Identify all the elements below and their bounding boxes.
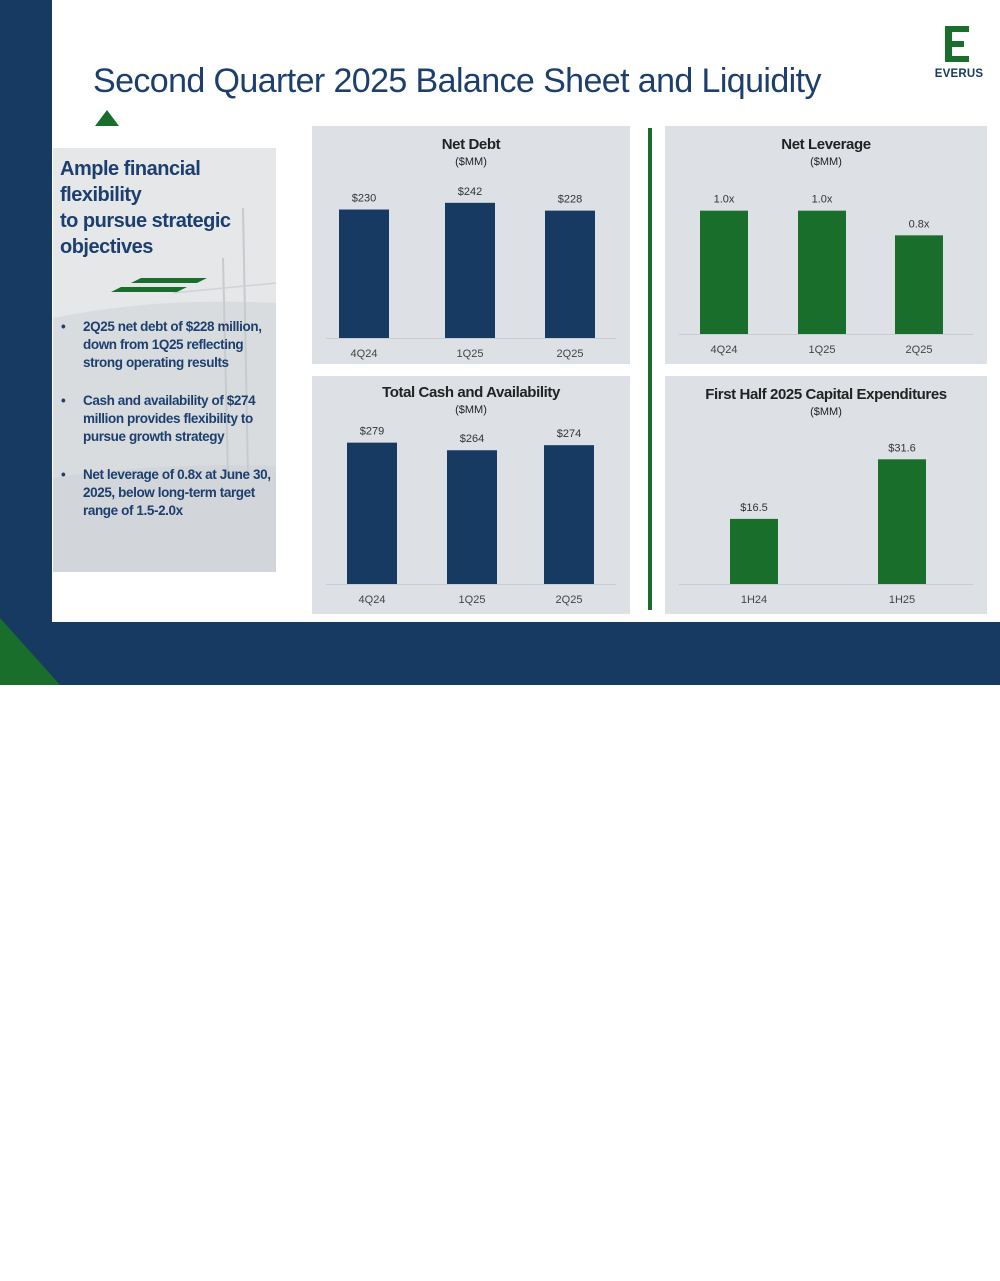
left-accent-bar — [0, 0, 52, 685]
bullet-text: Cash and availability of $274 million pr… — [83, 393, 256, 444]
chart-net-leverage: Net Leverage ($MM) 1.0x 4Q24 1.0x 1Q25 0.8x 2… — [665, 126, 987, 364]
heading-line: objectives — [60, 236, 153, 258]
heading-line: Ample financial — [60, 158, 201, 180]
chart-subtitle: ($MM) — [455, 156, 487, 168]
chart-subtitle: ($MM) — [810, 156, 842, 168]
bar-1q25 — [798, 210, 846, 334]
bullet-text: 2Q25 net debt of $228 million, down from… — [83, 319, 262, 370]
tick-label: 4Q24 — [711, 344, 738, 356]
bar-1h25 — [878, 459, 926, 584]
tick-label: 4Q24 — [359, 594, 386, 606]
accent-stripes-icon — [111, 278, 207, 292]
bar-2q25 — [544, 445, 594, 584]
chart-total-cash: Total Cash and Availability ($MM) $279 4Q… — [312, 376, 630, 614]
chart-title: First Half 2025 Capital Expenditures — [705, 386, 947, 403]
tick-label: 2Q25 — [556, 594, 583, 606]
data-label: 0.8x — [909, 218, 930, 230]
tick-label: 1Q25 — [457, 348, 484, 360]
highlights-panel: Ample financial flexibility to pursue st… — [53, 148, 276, 572]
chart-capex: First Half 2025 Capital Expenditures ($M… — [665, 376, 987, 614]
title-triangle-icon — [95, 110, 119, 126]
bullet-text: Net leverage of 0.8x at June 30, 2025, b… — [83, 467, 271, 518]
tick-label: 1Q25 — [809, 344, 836, 356]
data-label: $16.5 — [740, 502, 768, 514]
bar-4q24 — [700, 210, 748, 334]
bar-4q24 — [339, 209, 389, 338]
logo-mark-icon — [945, 26, 969, 62]
chart-title: Net Debt — [441, 136, 501, 153]
tick-label: 2Q25 — [557, 348, 584, 360]
data-label: 1.0x — [714, 194, 735, 206]
bar-plot: $279 4Q24 $264 1Q25 $274 2Q25 — [326, 426, 616, 606]
data-label: $228 — [558, 194, 582, 206]
everus-logo: EVERUS — [928, 26, 990, 82]
footer-bar: 12 — [0, 622, 1000, 1281]
logo-text: EVERUS — [934, 68, 984, 80]
bar-plot: 1.0x 4Q24 1.0x 1Q25 0.8x 2Q25 — [679, 194, 973, 356]
panel-heading: Ample financial flexibility to pursue st… — [60, 156, 270, 260]
tick-label: 1H24 — [741, 594, 767, 606]
bar-plot: $16.5 1H24 $31.6 1H25 — [679, 442, 973, 606]
tick-label: 1Q25 — [459, 594, 486, 606]
data-label: $264 — [460, 433, 484, 445]
bar-2q25 — [545, 210, 595, 338]
data-label: $31.6 — [888, 442, 916, 454]
chart-title: Net Leverage — [781, 136, 871, 153]
data-label: $230 — [352, 193, 376, 205]
tick-label: 4Q24 — [351, 348, 378, 360]
chart-subtitle: ($MM) — [810, 406, 842, 418]
data-label: $279 — [360, 426, 384, 438]
bar-plot: $230 4Q24 $242 1Q25 $228 2Q25 — [326, 186, 616, 360]
data-label: $274 — [557, 428, 581, 440]
heading-line: to pursue strategic — [60, 210, 231, 232]
bar-2q25 — [895, 235, 943, 334]
bar-1h24 — [730, 518, 778, 584]
page-number: 12 — [948, 1270, 960, 1281]
chart-title: Total Cash and Availability — [382, 384, 560, 401]
bullet-list: • 2Q25 net debt of $228 million, down fro… — [59, 318, 274, 540]
bar-1q25 — [447, 450, 497, 584]
list-item: • 2Q25 net debt of $228 million, down fro… — [61, 319, 262, 370]
list-item: • Cash and availability of $274 million p… — [61, 393, 256, 444]
tick-label: 1H25 — [889, 594, 915, 606]
chart-net-debt: Net Debt ($MM) $230 4Q24 $242 1Q25 $228 2Q25 — [312, 126, 630, 364]
list-item: • Net leverage of 0.8x at June 30, 2025, … — [61, 467, 271, 518]
data-label: $242 — [458, 186, 482, 198]
heading-line: flexibility — [60, 184, 142, 206]
data-label: 1.0x — [812, 194, 833, 206]
bar-1q25 — [445, 202, 495, 338]
page-title: Second Quarter 2025 Balance Sheet and Li… — [93, 62, 821, 100]
chart-subtitle: ($MM) — [455, 404, 487, 416]
field-photo-background — [53, 148, 276, 572]
chart-divider — [648, 128, 652, 610]
tick-label: 2Q25 — [906, 344, 933, 356]
bar-4q24 — [347, 442, 397, 584]
corner-triangle — [0, 618, 60, 685]
